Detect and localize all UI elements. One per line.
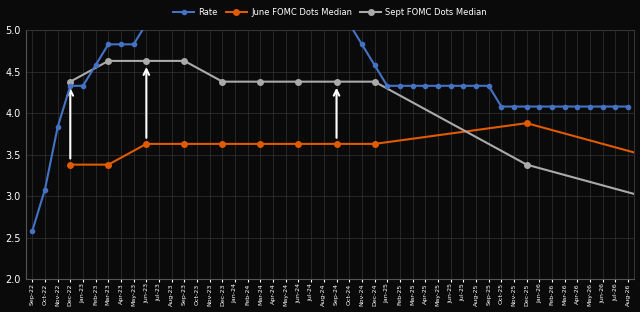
Rate [67,84,74,88]
Rate [599,105,607,109]
Rate [358,42,365,46]
Rate [28,229,36,233]
Rate [624,105,632,109]
Rate [206,22,214,26]
Sept FOMC Dots Median [143,59,150,63]
June FOMC Dots Median [67,163,74,167]
Rate [168,22,175,26]
Rate [104,42,112,46]
Sept FOMC Dots Median [523,163,531,167]
Rate [460,84,467,88]
Rate [409,84,417,88]
Rate [41,188,49,191]
June FOMC Dots Median [294,142,302,146]
Rate [536,105,543,109]
Rate [294,22,302,26]
Rate [421,84,429,88]
Rate [282,22,290,26]
Rate [180,22,188,26]
Rate [193,22,201,26]
Rate [561,105,568,109]
Rate [485,84,493,88]
Legend: Rate, June FOMC Dots Median, Sept FOMC Dots Median: Rate, June FOMC Dots Median, Sept FOMC D… [170,4,490,20]
Rate [257,22,264,26]
Rate [472,84,480,88]
Rate [269,22,277,26]
Rate [396,84,404,88]
Rate [307,22,315,26]
Rate [333,22,340,26]
Rate [231,22,239,26]
Sept FOMC Dots Median [257,80,264,84]
Rate [548,105,556,109]
Rate [92,63,99,67]
Rate [79,84,87,88]
Rate [510,105,518,109]
Rate [320,22,328,26]
Sept FOMC Dots Median [67,80,74,84]
Rate [447,84,454,88]
Rate [586,105,594,109]
Rate [346,22,353,26]
June FOMC Dots Median [180,142,188,146]
Sept FOMC Dots Median [294,80,302,84]
Rate [371,63,378,67]
June FOMC Dots Median [333,142,340,146]
Rate [244,22,252,26]
Rate [143,22,150,26]
Rate [497,105,505,109]
Rate [612,105,620,109]
June FOMC Dots Median [219,142,227,146]
Rate [155,22,163,26]
Rate [54,125,61,129]
Sept FOMC Dots Median [371,80,378,84]
Line: June FOMC Dots Median: June FOMC Dots Median [67,120,640,168]
Line: Sept FOMC Dots Median: Sept FOMC Dots Median [67,58,640,209]
Line: Rate: Rate [30,22,630,233]
Rate [434,84,442,88]
Sept FOMC Dots Median [333,80,340,84]
Sept FOMC Dots Median [180,59,188,63]
Rate [383,84,391,88]
Rate [130,42,138,46]
June FOMC Dots Median [104,163,112,167]
Rate [573,105,581,109]
June FOMC Dots Median [257,142,264,146]
Sept FOMC Dots Median [219,80,227,84]
Sept FOMC Dots Median [104,59,112,63]
Rate [117,42,125,46]
Rate [219,22,227,26]
Rate [523,105,531,109]
June FOMC Dots Median [523,121,531,125]
June FOMC Dots Median [143,142,150,146]
June FOMC Dots Median [371,142,378,146]
